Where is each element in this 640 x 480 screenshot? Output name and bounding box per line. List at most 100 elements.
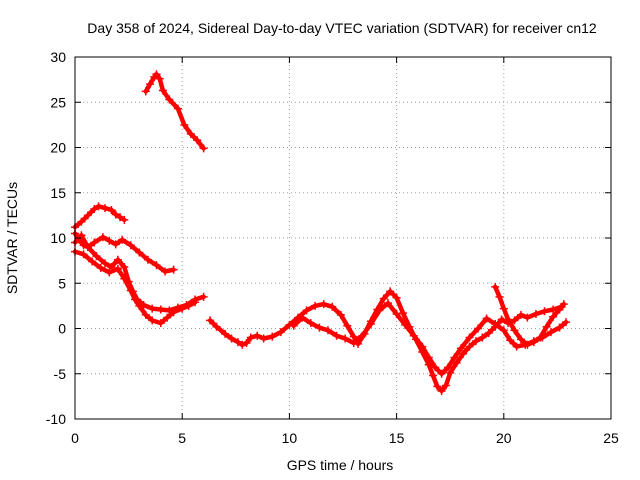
data-point [474,324,483,333]
data-point [401,320,410,329]
data-point [375,306,384,315]
data-point [131,295,140,304]
data-point [437,386,446,395]
y-tick-label: 30 [50,49,66,65]
data-point [559,300,568,309]
data-point [540,307,549,316]
data-point [186,129,195,138]
data-point [246,333,255,342]
data-point [384,299,393,308]
data-point [336,310,345,319]
y-tick-label: 20 [50,140,66,156]
data-point [366,319,375,328]
data-point [156,319,165,328]
data-point [510,326,519,335]
data-point [516,310,525,319]
data-point [315,323,324,332]
data-point [120,274,129,283]
data-point [471,337,480,346]
data-point [101,259,110,268]
data-point [90,238,99,247]
data-point [444,363,453,372]
y-axis-ticks: -10 -5 0 5 10 15 20 25 30 [46,49,611,427]
data-point [542,322,551,331]
data-point [141,87,150,96]
data-point [343,321,352,330]
data-point [510,316,519,325]
y-axis-label: SDTVAR / TECUs [4,182,20,294]
data-point [199,144,208,153]
data-point [482,314,491,323]
data-point [212,322,221,331]
data-point [206,316,215,325]
data-point [555,323,564,332]
x-tick-label: 25 [603,430,619,446]
data-point [92,252,101,261]
data-point [90,205,99,214]
data-point [178,304,187,313]
data-point [456,344,465,353]
data-point [531,310,540,319]
data-point [555,305,564,314]
data-point [495,292,504,301]
data-point [424,353,433,362]
data-point [306,319,315,328]
data-point [516,335,525,344]
data-point [193,136,202,145]
data-point [392,293,401,302]
data-point [491,282,500,291]
data-point [184,301,193,310]
y-tick-label: 10 [50,230,66,246]
data-point [319,300,328,309]
data-point [111,210,120,219]
data-point [165,95,174,104]
data-point [298,313,307,322]
data-point [113,264,122,273]
data-point [173,104,182,113]
chart-title: Day 358 of 2024, Sidereal Day-to-day VTE… [87,20,597,36]
data-point [148,304,157,313]
series-trace-7 [289,299,570,378]
data-point [143,255,152,264]
data-point [120,215,129,224]
data-point [233,338,242,347]
data-point [546,328,555,337]
data-point [512,342,521,351]
y-tick-label: 25 [50,94,66,110]
data-point [120,262,129,271]
data-point [399,309,408,318]
y-tick-label: 5 [58,275,66,291]
data-point [96,263,105,272]
data-point [156,305,165,314]
data-point [98,233,107,242]
data-point [452,358,461,367]
data-point [79,250,88,259]
data-point [504,315,513,324]
data-point [169,308,178,317]
data-point [259,334,268,343]
data-point [135,248,144,257]
data-point [135,301,144,310]
data-point [437,369,446,378]
x-axis-ticks: 0 5 10 15 20 25 [71,57,619,446]
data-point [141,310,150,319]
data-point [523,340,532,349]
data-point [311,301,320,310]
data-point [83,243,92,252]
data-point [386,287,395,296]
x-tick-label: 15 [389,430,405,446]
data-point [268,332,277,341]
data-point [392,310,401,319]
data-point [289,321,298,330]
data-point [328,302,337,311]
data-point [155,74,164,83]
data-point [77,231,86,240]
data-point [358,331,367,340]
data-point [253,331,262,340]
series-trace-2 [71,202,129,232]
data-point [323,326,332,335]
data-point [341,334,350,343]
y-tick-label: -5 [54,366,67,382]
data-point [161,267,170,276]
